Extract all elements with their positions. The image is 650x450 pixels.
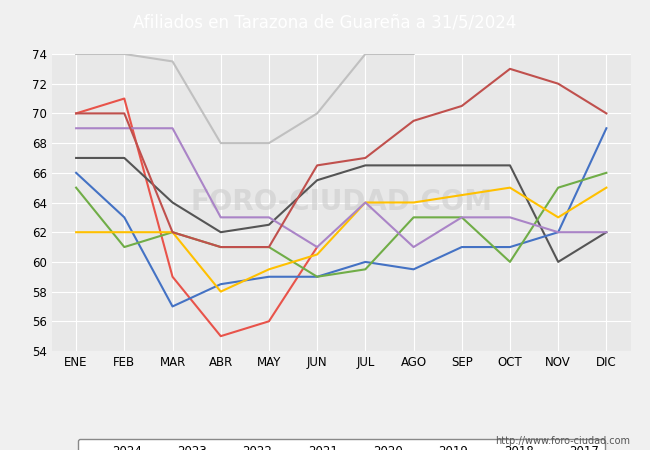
Legend: 2024, 2023, 2022, 2021, 2020, 2019, 2018, 2017: 2024, 2023, 2022, 2021, 2020, 2019, 2018… xyxy=(78,439,604,450)
Text: FORO-CIUDAD.COM: FORO-CIUDAD.COM xyxy=(190,189,492,216)
Text: Afiliados en Tarazona de Guareña a 31/5/2024: Afiliados en Tarazona de Guareña a 31/5/… xyxy=(133,14,517,32)
Text: http://www.foro-ciudad.com: http://www.foro-ciudad.com xyxy=(495,436,630,446)
